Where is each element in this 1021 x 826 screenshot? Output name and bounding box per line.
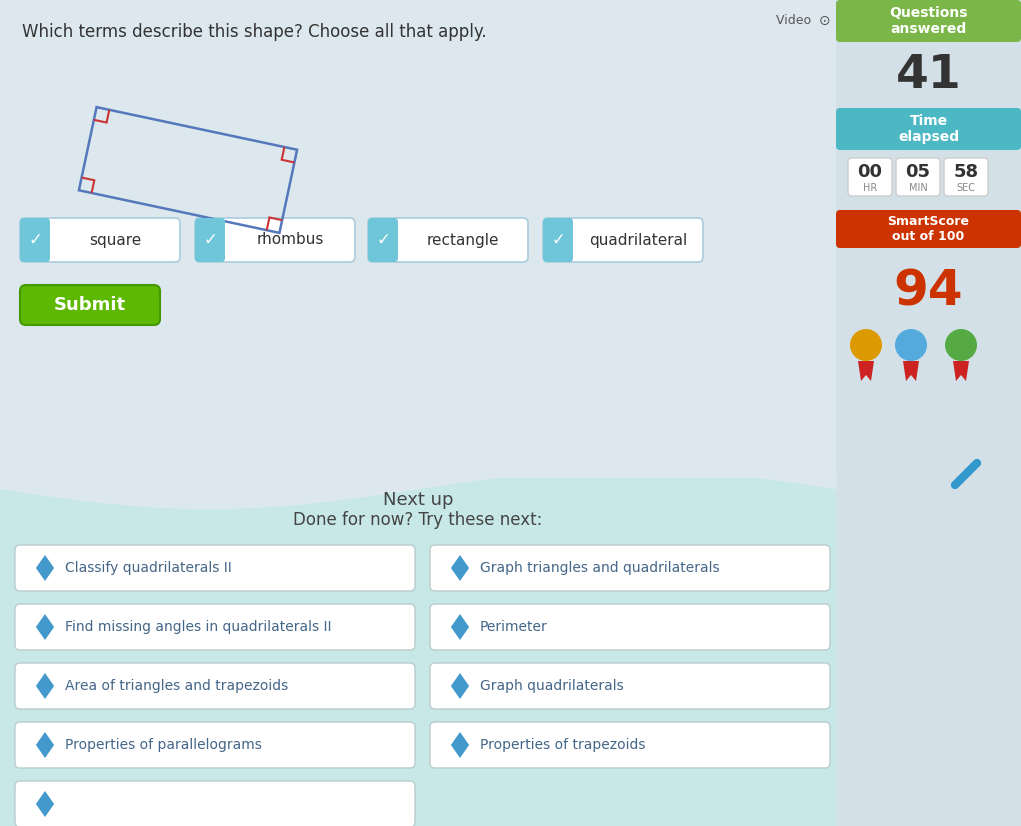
FancyBboxPatch shape [15, 604, 415, 650]
Text: Find missing angles in quadrilaterals II: Find missing angles in quadrilaterals II [65, 620, 332, 634]
Text: ✓: ✓ [203, 231, 216, 249]
Circle shape [850, 329, 882, 361]
Text: HR: HR [863, 183, 877, 193]
Text: Graph quadrilaterals: Graph quadrilaterals [480, 679, 624, 693]
Text: SEC: SEC [957, 183, 975, 193]
FancyBboxPatch shape [368, 218, 528, 262]
Polygon shape [903, 361, 919, 381]
Polygon shape [451, 673, 469, 699]
FancyBboxPatch shape [0, 478, 836, 826]
Text: MIN: MIN [909, 183, 927, 193]
FancyBboxPatch shape [836, 108, 1021, 150]
Text: ✓: ✓ [376, 231, 390, 249]
FancyBboxPatch shape [836, 0, 1021, 826]
Polygon shape [451, 555, 469, 581]
Text: 00: 00 [858, 163, 882, 181]
FancyBboxPatch shape [15, 781, 415, 826]
FancyBboxPatch shape [896, 158, 940, 196]
FancyBboxPatch shape [0, 0, 836, 826]
FancyBboxPatch shape [15, 545, 415, 591]
FancyBboxPatch shape [195, 218, 355, 262]
Text: Perimeter: Perimeter [480, 620, 547, 634]
Text: rectangle: rectangle [427, 232, 499, 248]
Text: rhombus: rhombus [256, 232, 324, 248]
Text: 58: 58 [954, 163, 978, 181]
Polygon shape [36, 732, 54, 758]
Text: Area of triangles and trapezoids: Area of triangles and trapezoids [65, 679, 288, 693]
Circle shape [945, 329, 977, 361]
Text: square: square [89, 232, 141, 248]
FancyBboxPatch shape [430, 663, 830, 709]
Text: Properties of trapezoids: Properties of trapezoids [480, 738, 645, 752]
Polygon shape [451, 614, 469, 640]
FancyBboxPatch shape [848, 158, 892, 196]
FancyBboxPatch shape [543, 218, 703, 262]
FancyBboxPatch shape [195, 218, 225, 262]
FancyBboxPatch shape [944, 158, 988, 196]
Text: Submit: Submit [54, 296, 126, 314]
FancyBboxPatch shape [836, 0, 1021, 42]
Polygon shape [36, 614, 54, 640]
FancyBboxPatch shape [20, 285, 160, 325]
Text: Next up: Next up [383, 491, 453, 509]
FancyBboxPatch shape [15, 722, 415, 768]
Text: 41: 41 [895, 53, 962, 97]
FancyBboxPatch shape [836, 210, 1021, 248]
Text: 05: 05 [906, 163, 930, 181]
Polygon shape [36, 673, 54, 699]
Text: Time
elapsed: Time elapsed [897, 114, 959, 144]
Text: ✓: ✓ [551, 231, 565, 249]
Text: Questions
answered: Questions answered [889, 6, 968, 36]
Circle shape [895, 329, 927, 361]
Polygon shape [36, 791, 54, 817]
FancyBboxPatch shape [430, 545, 830, 591]
Text: Video: Video [776, 14, 815, 27]
Text: 94: 94 [893, 268, 963, 316]
Polygon shape [36, 555, 54, 581]
FancyBboxPatch shape [15, 663, 415, 709]
FancyBboxPatch shape [368, 218, 398, 262]
Text: Properties of parallelograms: Properties of parallelograms [65, 738, 261, 752]
FancyBboxPatch shape [20, 218, 180, 262]
Text: Classify quadrilaterals II: Classify quadrilaterals II [65, 561, 232, 575]
Polygon shape [858, 361, 874, 381]
Text: Graph triangles and quadrilaterals: Graph triangles and quadrilaterals [480, 561, 720, 575]
FancyBboxPatch shape [430, 722, 830, 768]
Text: ✓: ✓ [28, 231, 42, 249]
Polygon shape [451, 732, 469, 758]
FancyBboxPatch shape [543, 218, 573, 262]
Polygon shape [953, 361, 969, 381]
FancyBboxPatch shape [20, 218, 50, 262]
Text: SmartScore
out of 100: SmartScore out of 100 [887, 215, 970, 243]
Text: quadrilateral: quadrilateral [589, 232, 687, 248]
FancyBboxPatch shape [430, 604, 830, 650]
Text: Which terms describe this shape? Choose all that apply.: Which terms describe this shape? Choose … [22, 23, 487, 41]
Text: Done for now? Try these next:: Done for now? Try these next: [293, 511, 543, 529]
Text: ⊙: ⊙ [819, 14, 831, 28]
